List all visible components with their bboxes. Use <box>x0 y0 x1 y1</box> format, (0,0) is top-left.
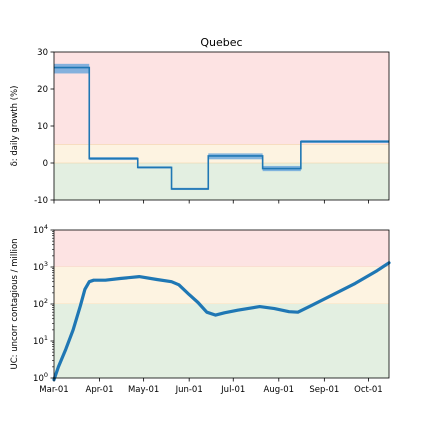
contagious-y-tick-label: 101 <box>33 334 48 347</box>
growth-y-ticks: 30 20 10 0 -10 <box>34 48 54 206</box>
contagious-y-ticks: 100 101 102 103 104 <box>33 223 54 384</box>
chart-title: Quebec <box>200 36 242 49</box>
growth-risk-bands <box>54 52 389 200</box>
growth-series-line <box>54 66 389 190</box>
x-tick-label: Mar-01 <box>39 385 68 395</box>
growth-y-tick-label: 0 <box>43 159 48 169</box>
contagious-y-tick-label: 103 <box>33 260 48 273</box>
contagious-panel: 100 101 102 103 104 Mar-01 Apr-01 May-01 Jun-01… <box>10 223 391 395</box>
x-tick-label: Oct-01 <box>354 385 383 395</box>
risk-band-high <box>54 52 389 145</box>
risk-band-high <box>54 230 389 267</box>
growth-y-axis-label: δ: daily growth (%) <box>10 86 20 167</box>
contagious-x-ticks: Mar-01 Apr-01 May-01 Jun-01 Jul-01 Aug-01 Sep-… <box>39 378 383 395</box>
growth-y-tick-label: -10 <box>34 196 48 206</box>
growth-ci-band <box>54 63 90 74</box>
x-tick-label: Jun-01 <box>175 385 203 395</box>
contagious-y-axis-label: UC: uncorr contagious / million <box>10 238 20 369</box>
risk-band-low <box>54 163 389 200</box>
x-tick-label: Aug-01 <box>264 385 294 395</box>
growth-y-tick-label: 10 <box>37 122 48 132</box>
growth-panel: 30 20 10 0 -10 Quebec δ: daily growth (%) <box>10 36 390 206</box>
x-tick-label: Apr-01 <box>86 385 114 395</box>
contagious-y-tick-label: 104 <box>33 223 48 236</box>
contagious-y-tick-label: 100 <box>33 371 48 384</box>
x-tick-label: Jul-01 <box>220 385 245 395</box>
growth-x-ticks <box>53 200 369 204</box>
x-tick-label: May-01 <box>128 385 159 395</box>
contagious-y-tick-label: 102 <box>33 297 48 310</box>
contagious-risk-bands <box>54 230 389 378</box>
growth-y-tick-label: 20 <box>37 85 48 95</box>
risk-band-moderate <box>54 267 389 304</box>
contagious-series-line <box>52 261 391 382</box>
risk-band-low <box>54 304 389 378</box>
x-tick-label: Sep-01 <box>309 385 339 395</box>
growth-y-tick-label: 30 <box>37 48 48 58</box>
